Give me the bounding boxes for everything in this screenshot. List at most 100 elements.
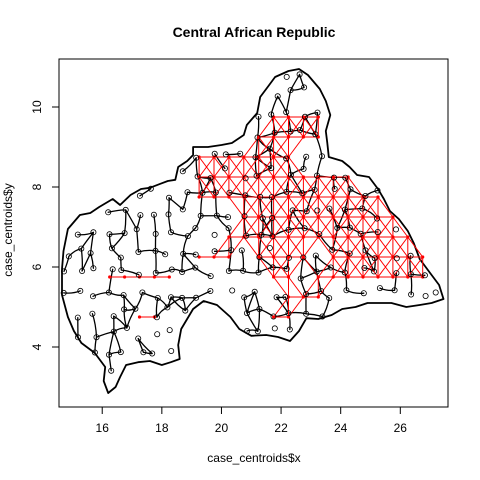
centroid-point	[312, 131, 319, 138]
centroid-point	[300, 165, 307, 172]
centroid-point	[167, 229, 174, 236]
y-tick-label: 6	[30, 263, 44, 270]
network-node	[137, 315, 142, 319]
centroid-point	[374, 228, 381, 235]
centroid-point	[120, 292, 127, 299]
centroid-point	[346, 224, 353, 231]
centroid-point	[271, 129, 278, 136]
centroid-point	[268, 194, 275, 201]
centroid-point	[242, 175, 249, 182]
network-node	[272, 315, 276, 319]
centroid-point	[192, 225, 199, 232]
centroid-point	[117, 349, 124, 356]
centroid-point	[274, 93, 281, 100]
country-boundary-layer	[61, 68, 445, 394]
centroid-point	[374, 187, 381, 194]
network-node	[212, 195, 216, 199]
centroid-point	[162, 251, 169, 258]
network-node	[286, 235, 291, 239]
centroid-point	[331, 185, 338, 192]
network-node	[197, 255, 201, 259]
centroid-point	[194, 173, 201, 180]
centroid-point	[313, 268, 320, 275]
centroid-point	[152, 230, 159, 237]
centroid-point	[371, 255, 378, 262]
network-node	[346, 275, 350, 279]
centroid-point	[283, 73, 290, 80]
centroid-point	[303, 290, 310, 297]
centroid-point	[254, 328, 261, 335]
centroid-point	[422, 292, 429, 299]
centroid-point	[165, 194, 172, 201]
network-node	[286, 115, 291, 119]
centroid-point	[154, 294, 161, 301]
centroid-point	[199, 189, 206, 196]
network-node	[316, 295, 320, 299]
centroid-point	[268, 111, 275, 118]
centroid-point	[326, 205, 333, 212]
network-node	[346, 195, 350, 199]
centroid-point	[225, 267, 232, 274]
network-node	[391, 215, 395, 219]
centroid-point	[237, 150, 244, 157]
centroid-point	[211, 150, 218, 157]
centroid-point	[283, 155, 290, 162]
centroid-point	[106, 351, 113, 358]
centroid-point	[152, 247, 159, 254]
network-node	[286, 195, 291, 199]
centroid-point	[108, 367, 115, 374]
centroid-point	[132, 305, 139, 312]
network-node	[257, 255, 261, 259]
network-node	[346, 235, 350, 239]
network-node	[286, 275, 291, 279]
network-node	[361, 255, 365, 259]
centroid-point	[258, 231, 265, 238]
centroid-point	[222, 151, 229, 158]
centroid-point	[313, 172, 320, 179]
centroid-point	[269, 264, 276, 271]
centroid-point	[240, 267, 247, 274]
centroid-point	[166, 327, 173, 334]
centroid-point	[392, 226, 399, 233]
centroid-point	[285, 310, 292, 317]
network-node	[331, 215, 335, 219]
centroid-point	[297, 275, 304, 282]
centroid-point	[135, 271, 142, 278]
x-tick-label: 22	[274, 421, 288, 435]
network-node	[242, 155, 246, 159]
centroid-point	[253, 172, 260, 179]
centroid-point	[301, 84, 308, 91]
network-node	[376, 235, 380, 239]
network-node	[301, 255, 305, 259]
centroid-point	[147, 185, 154, 192]
centroid-point	[137, 212, 144, 219]
centroid-point	[286, 326, 293, 333]
centroid-point	[242, 192, 249, 199]
network-node	[376, 275, 380, 279]
centroid-point	[391, 287, 398, 294]
centroid-point	[362, 192, 369, 199]
centroid-point	[256, 305, 263, 312]
centroid-point	[319, 313, 326, 320]
centroid-point	[228, 247, 235, 254]
centroid-point	[110, 328, 117, 335]
centroid-point	[179, 168, 186, 175]
network-node	[301, 175, 305, 179]
network-node	[272, 255, 276, 259]
centroid-point	[326, 295, 333, 302]
centroid-point	[197, 212, 204, 219]
network-node	[272, 275, 276, 279]
centroid-point	[123, 324, 130, 331]
centroid-point	[122, 206, 129, 213]
network-node	[167, 275, 171, 279]
centroid-point	[243, 232, 250, 239]
centroid-point	[259, 215, 266, 222]
centroid-point	[211, 231, 218, 238]
network-node	[242, 215, 246, 219]
centroid-point	[268, 165, 275, 172]
centroid-point	[139, 289, 146, 296]
centroid-point	[90, 229, 97, 236]
centroid-point	[299, 190, 306, 197]
centroid-point	[179, 206, 186, 213]
network-node	[376, 195, 380, 199]
